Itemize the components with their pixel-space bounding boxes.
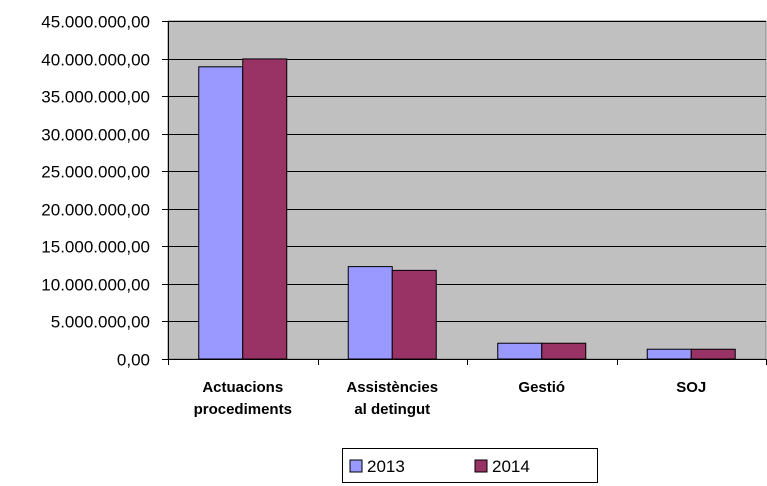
x-axis-category-labels: Actuacions procediments Assistències al det… — [194, 379, 707, 418]
x-category-label: Actuacions — [202, 379, 283, 396]
x-category-label: Gestió — [518, 379, 565, 396]
legend: 2013 2014 — [342, 448, 598, 483]
bar-2014-3 — [690, 348, 736, 360]
bar-2013-2 — [497, 342, 543, 360]
legend-box — [342, 448, 598, 483]
y-tick-label: 10.000.000,00 — [41, 276, 150, 295]
y-tick-label: 40.000.000,00 — [41, 51, 150, 70]
x-category-label: procediments — [194, 401, 292, 418]
x-category-label: SOJ — [676, 379, 706, 396]
y-tick-label: 25.000.000,00 — [41, 163, 150, 182]
y-tick-label: 30.000.000,00 — [41, 126, 150, 145]
legend-label: 2013 — [367, 457, 405, 476]
x-category-label: Assistències — [346, 379, 438, 396]
y-tick-label: 5.000.000,00 — [51, 313, 150, 332]
y-tick-label: 15.000.000,00 — [41, 238, 150, 257]
bar-2014-2 — [541, 342, 587, 360]
y-tick-label: 45.000.000,00 — [41, 13, 150, 32]
bar-2013-1 — [347, 266, 393, 360]
legend-label: 2014 — [492, 457, 530, 476]
x-category-label: al detingut — [354, 401, 430, 418]
y-tick-label: 0,00 — [117, 351, 150, 370]
bar-2014-0 — [242, 58, 288, 360]
bar-2014-1 — [391, 269, 437, 360]
bar-2013-0 — [198, 66, 244, 360]
bars — [198, 58, 736, 360]
y-tick-label: 20.000.000,00 — [41, 201, 150, 220]
bar-2013-3 — [646, 348, 692, 360]
y-tick-label: 35.000.000,00 — [41, 88, 150, 107]
y-axis-tick-labels: 0,00 5.000.000,00 10.000.000,00 15.000.000,… — [41, 13, 150, 370]
legend-swatch-2013 — [349, 459, 363, 473]
legend-swatch-2014 — [474, 459, 488, 473]
